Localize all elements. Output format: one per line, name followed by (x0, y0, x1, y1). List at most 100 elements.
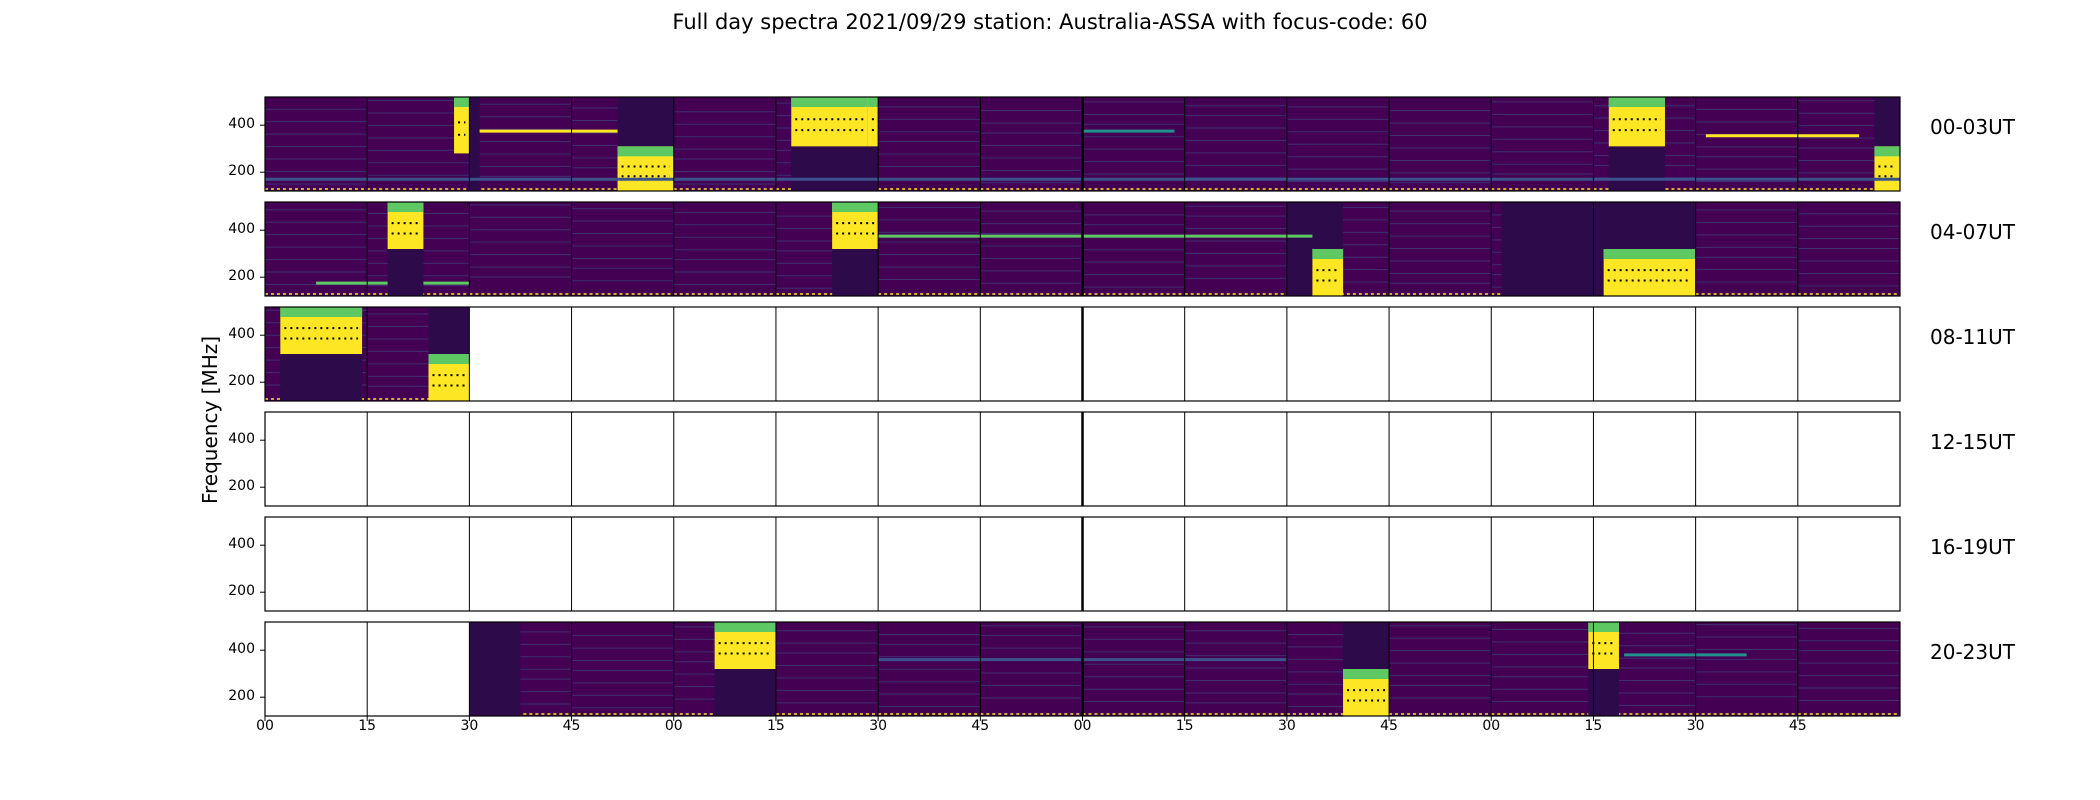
spectrum-panel (878, 517, 981, 611)
spectrum-panel (1695, 412, 1798, 506)
spectrum-panel (1389, 622, 1492, 716)
spectrum-panel (1389, 307, 1492, 401)
spectrum-panel (1695, 307, 1798, 401)
spectrum-panel (265, 622, 368, 716)
spectrum-panel (1797, 517, 1900, 611)
spectrum-panel (1593, 412, 1696, 506)
x-tick-label: 45 (1380, 718, 1398, 734)
x-tick-label: 30 (460, 718, 479, 734)
x-tick-label: 00 (1073, 718, 1092, 734)
bright-event-edge (1608, 97, 1665, 107)
spectrum-panel (1389, 412, 1492, 506)
spectrum-panel (878, 412, 981, 506)
row-label: 08-11UT (1930, 325, 2015, 349)
spectrum-panel (1491, 307, 1594, 401)
spectrum-panel (265, 517, 368, 611)
spectrum-panel (1797, 307, 1900, 401)
spectrum-panel (367, 622, 470, 716)
y-tick-label: 200 (228, 688, 255, 705)
y-tick-label: 400 (228, 431, 255, 448)
spectrum-panel (1082, 307, 1185, 401)
spectrum-panel (571, 517, 674, 611)
bright-event-edge (454, 97, 470, 107)
bright-event-edge (1603, 249, 1696, 259)
bright-event-edge (428, 354, 470, 364)
spectrum-panel (1082, 517, 1185, 611)
spectrum-panel (775, 307, 879, 401)
y-tick-label: 400 (228, 221, 255, 238)
spectrum-panel (1184, 622, 1287, 716)
spectrum-panel (469, 307, 572, 401)
x-tick-label: 15 (358, 718, 377, 734)
spectrum-panel (469, 202, 572, 296)
x-tick-label: 30 (1277, 718, 1296, 734)
spectrum-panel (571, 622, 674, 716)
spectrum-panel (980, 307, 1083, 401)
bright-event-edge (1312, 249, 1344, 259)
bright-event-edge (832, 202, 879, 212)
spectrum-panel (1491, 412, 1594, 506)
spectrum-panel (980, 97, 1083, 191)
spectrum-panel (571, 412, 674, 506)
y-tick-label: 200 (228, 583, 255, 600)
spectrum-panel (775, 622, 879, 716)
row-label: 16-19UT (1930, 535, 2015, 559)
spectrum-panel (1491, 517, 1594, 611)
spectrum-panel (1082, 412, 1185, 506)
bright-event-edge (791, 97, 868, 107)
row-frame (264, 201, 1901, 297)
x-tick-label: 45 (1788, 718, 1807, 734)
x-tick-label: 45 (971, 718, 990, 734)
x-tick-label: 30 (869, 718, 888, 734)
row-label: 12-15UT (1930, 430, 2015, 454)
spectrum-panel (1184, 307, 1287, 401)
y-tick-label: 400 (228, 326, 255, 343)
spectrum-panel (1286, 412, 1390, 506)
spectrum-panel (1491, 622, 1594, 716)
row-label: 20-23UT (1930, 640, 2015, 664)
spectrum-panel (367, 412, 470, 506)
bright-event-edge (280, 307, 363, 317)
bright-event-edge (1588, 622, 1619, 632)
spectrum-panel (980, 412, 1083, 506)
spectrum-panel (1184, 202, 1287, 296)
x-tick-label: 15 (767, 718, 785, 734)
x-tick-label: 30 (1686, 718, 1705, 734)
y-tick-label: 200 (228, 268, 255, 285)
spectrum-panel (980, 622, 1083, 716)
bright-event-edge (617, 146, 674, 157)
y-tick-label: 400 (228, 641, 255, 658)
row-frame (264, 96, 1901, 192)
spectrum-panel (1593, 517, 1696, 611)
spectrum-panel (469, 412, 572, 506)
bright-event-edge (1874, 146, 1900, 157)
row-label: 00-03UT (1930, 115, 2015, 139)
spectrum-panel (1797, 412, 1900, 506)
spectrum-panel (673, 97, 776, 191)
bright-event (867, 97, 879, 147)
spectrum-panel (1184, 97, 1287, 191)
spectrum-panel (1082, 202, 1185, 296)
dark-block (469, 622, 521, 716)
y-tick-label: 200 (228, 373, 255, 390)
spectrum-panel (673, 412, 776, 506)
spectrum-panel (1184, 412, 1287, 506)
spectrum-panel (775, 412, 879, 506)
dark-block (469, 97, 480, 191)
spectrum-panel (1593, 307, 1696, 401)
y-tick-label: 400 (228, 536, 255, 553)
spectrum-panel (878, 97, 981, 191)
spectrum-panel (673, 517, 776, 611)
spectrum-panel (1389, 517, 1492, 611)
x-tick-label: 15 (1584, 718, 1603, 734)
spectrum-panel (1082, 97, 1185, 191)
spectrum-panel (1389, 97, 1492, 191)
row-frame (264, 411, 1901, 507)
x-tick-label: 45 (562, 718, 581, 734)
y-tick-label: 200 (228, 163, 255, 180)
spectrum-panel (265, 412, 368, 506)
spectrum-panel (1082, 622, 1185, 716)
row-label: 04-07UT (1930, 220, 2015, 244)
spectrum-panel (265, 97, 368, 191)
